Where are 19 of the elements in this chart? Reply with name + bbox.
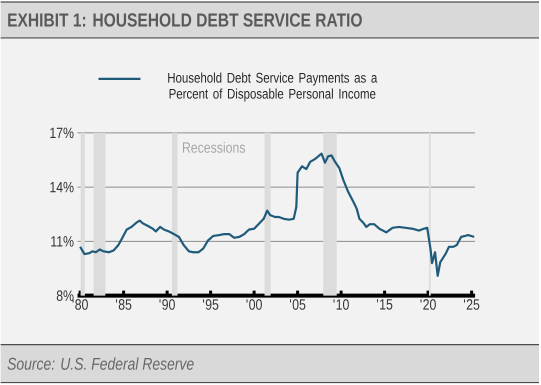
y-tick-label: 17% xyxy=(50,128,74,138)
y-tick-label: 8% xyxy=(56,290,74,302)
x-tick-label: '95 xyxy=(202,299,218,310)
x-tick-label: '15 xyxy=(376,299,392,310)
annotation: Recessions xyxy=(182,142,246,154)
x-tick-label: '90 xyxy=(159,299,175,310)
x-tick-label: '85 xyxy=(116,299,132,310)
x-tick-label: '20 xyxy=(420,299,436,310)
x-tick-label: '05 xyxy=(290,299,306,310)
x-tick-label: '10 xyxy=(333,299,349,310)
x-tick-label: '80 xyxy=(72,299,88,310)
y-tick-label: 14% xyxy=(50,182,74,193)
source-note: Source: U.S. Federal Reserve xyxy=(8,358,194,370)
line-series xyxy=(79,152,476,278)
x-tick-label: '25 xyxy=(464,299,480,310)
y-tick-label: 11% xyxy=(51,236,74,247)
x-tick-label: '00 xyxy=(246,299,262,310)
legend-label: Household Debt Service Payments as a Percent of Disposable Personal Income xyxy=(168,72,378,102)
chart-title: EXHIBIT 1: HOUSEHOLD DEBT SERVICE RATIO xyxy=(8,13,362,27)
